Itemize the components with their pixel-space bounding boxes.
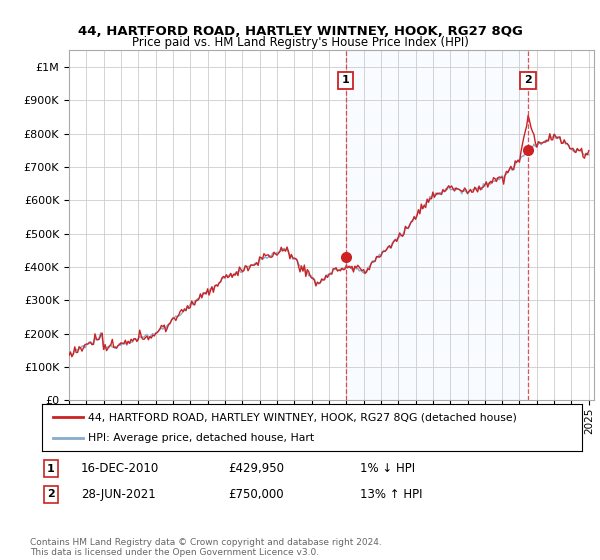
Text: 44, HARTFORD ROAD, HARTLEY WINTNEY, HOOK, RG27 8QG: 44, HARTFORD ROAD, HARTLEY WINTNEY, HOOK… <box>77 25 523 38</box>
Text: 16-DEC-2010: 16-DEC-2010 <box>81 462 159 475</box>
Text: Contains HM Land Registry data © Crown copyright and database right 2024.
This d: Contains HM Land Registry data © Crown c… <box>30 538 382 557</box>
Text: £750,000: £750,000 <box>228 488 284 501</box>
Text: HPI: Average price, detached house, Hart: HPI: Average price, detached house, Hart <box>88 433 314 443</box>
Text: 2: 2 <box>47 489 55 500</box>
Text: 1: 1 <box>47 464 55 474</box>
Text: 2: 2 <box>524 76 532 85</box>
Text: 44, HARTFORD ROAD, HARTLEY WINTNEY, HOOK, RG27 8QG (detached house): 44, HARTFORD ROAD, HARTLEY WINTNEY, HOOK… <box>88 412 517 422</box>
Text: 28-JUN-2021: 28-JUN-2021 <box>81 488 156 501</box>
Bar <box>346 50 528 400</box>
Text: Price paid vs. HM Land Registry's House Price Index (HPI): Price paid vs. HM Land Registry's House … <box>131 36 469 49</box>
Text: 1% ↓ HPI: 1% ↓ HPI <box>360 462 415 475</box>
Text: £429,950: £429,950 <box>228 462 284 475</box>
Text: 1: 1 <box>341 76 349 85</box>
Text: 13% ↑ HPI: 13% ↑ HPI <box>360 488 422 501</box>
